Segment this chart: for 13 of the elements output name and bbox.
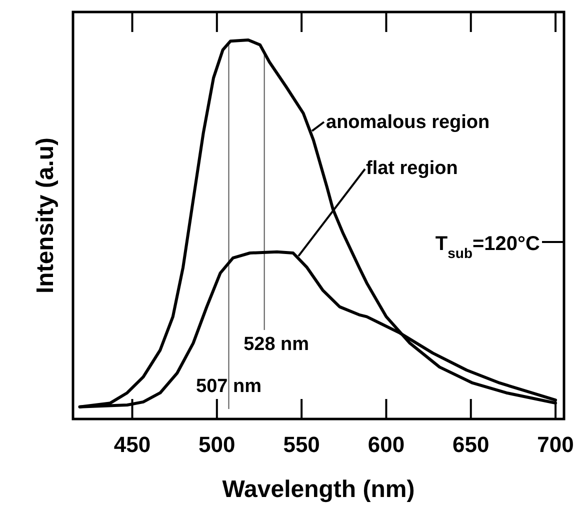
x-tick-label: 550 xyxy=(283,432,320,457)
annotation: anomalous region xyxy=(326,112,490,133)
x-axis-title: Wavelength (nm) xyxy=(222,476,415,503)
x-tick-label: 500 xyxy=(198,432,236,457)
y-axis-title: Intensity (a.u) xyxy=(32,137,59,294)
x-tick-label: 600 xyxy=(368,432,405,457)
annotation: T$_{sub}$=120°C xyxy=(435,233,540,261)
x-tick-label: 450 xyxy=(114,432,151,457)
ref-line-label: 507 nm xyxy=(196,376,262,397)
annotation: flat region xyxy=(366,158,458,179)
ref-line-label: 528 nm xyxy=(244,334,310,355)
x-tick-label: 700 xyxy=(537,432,574,457)
x-tick-label: 650 xyxy=(452,432,490,457)
